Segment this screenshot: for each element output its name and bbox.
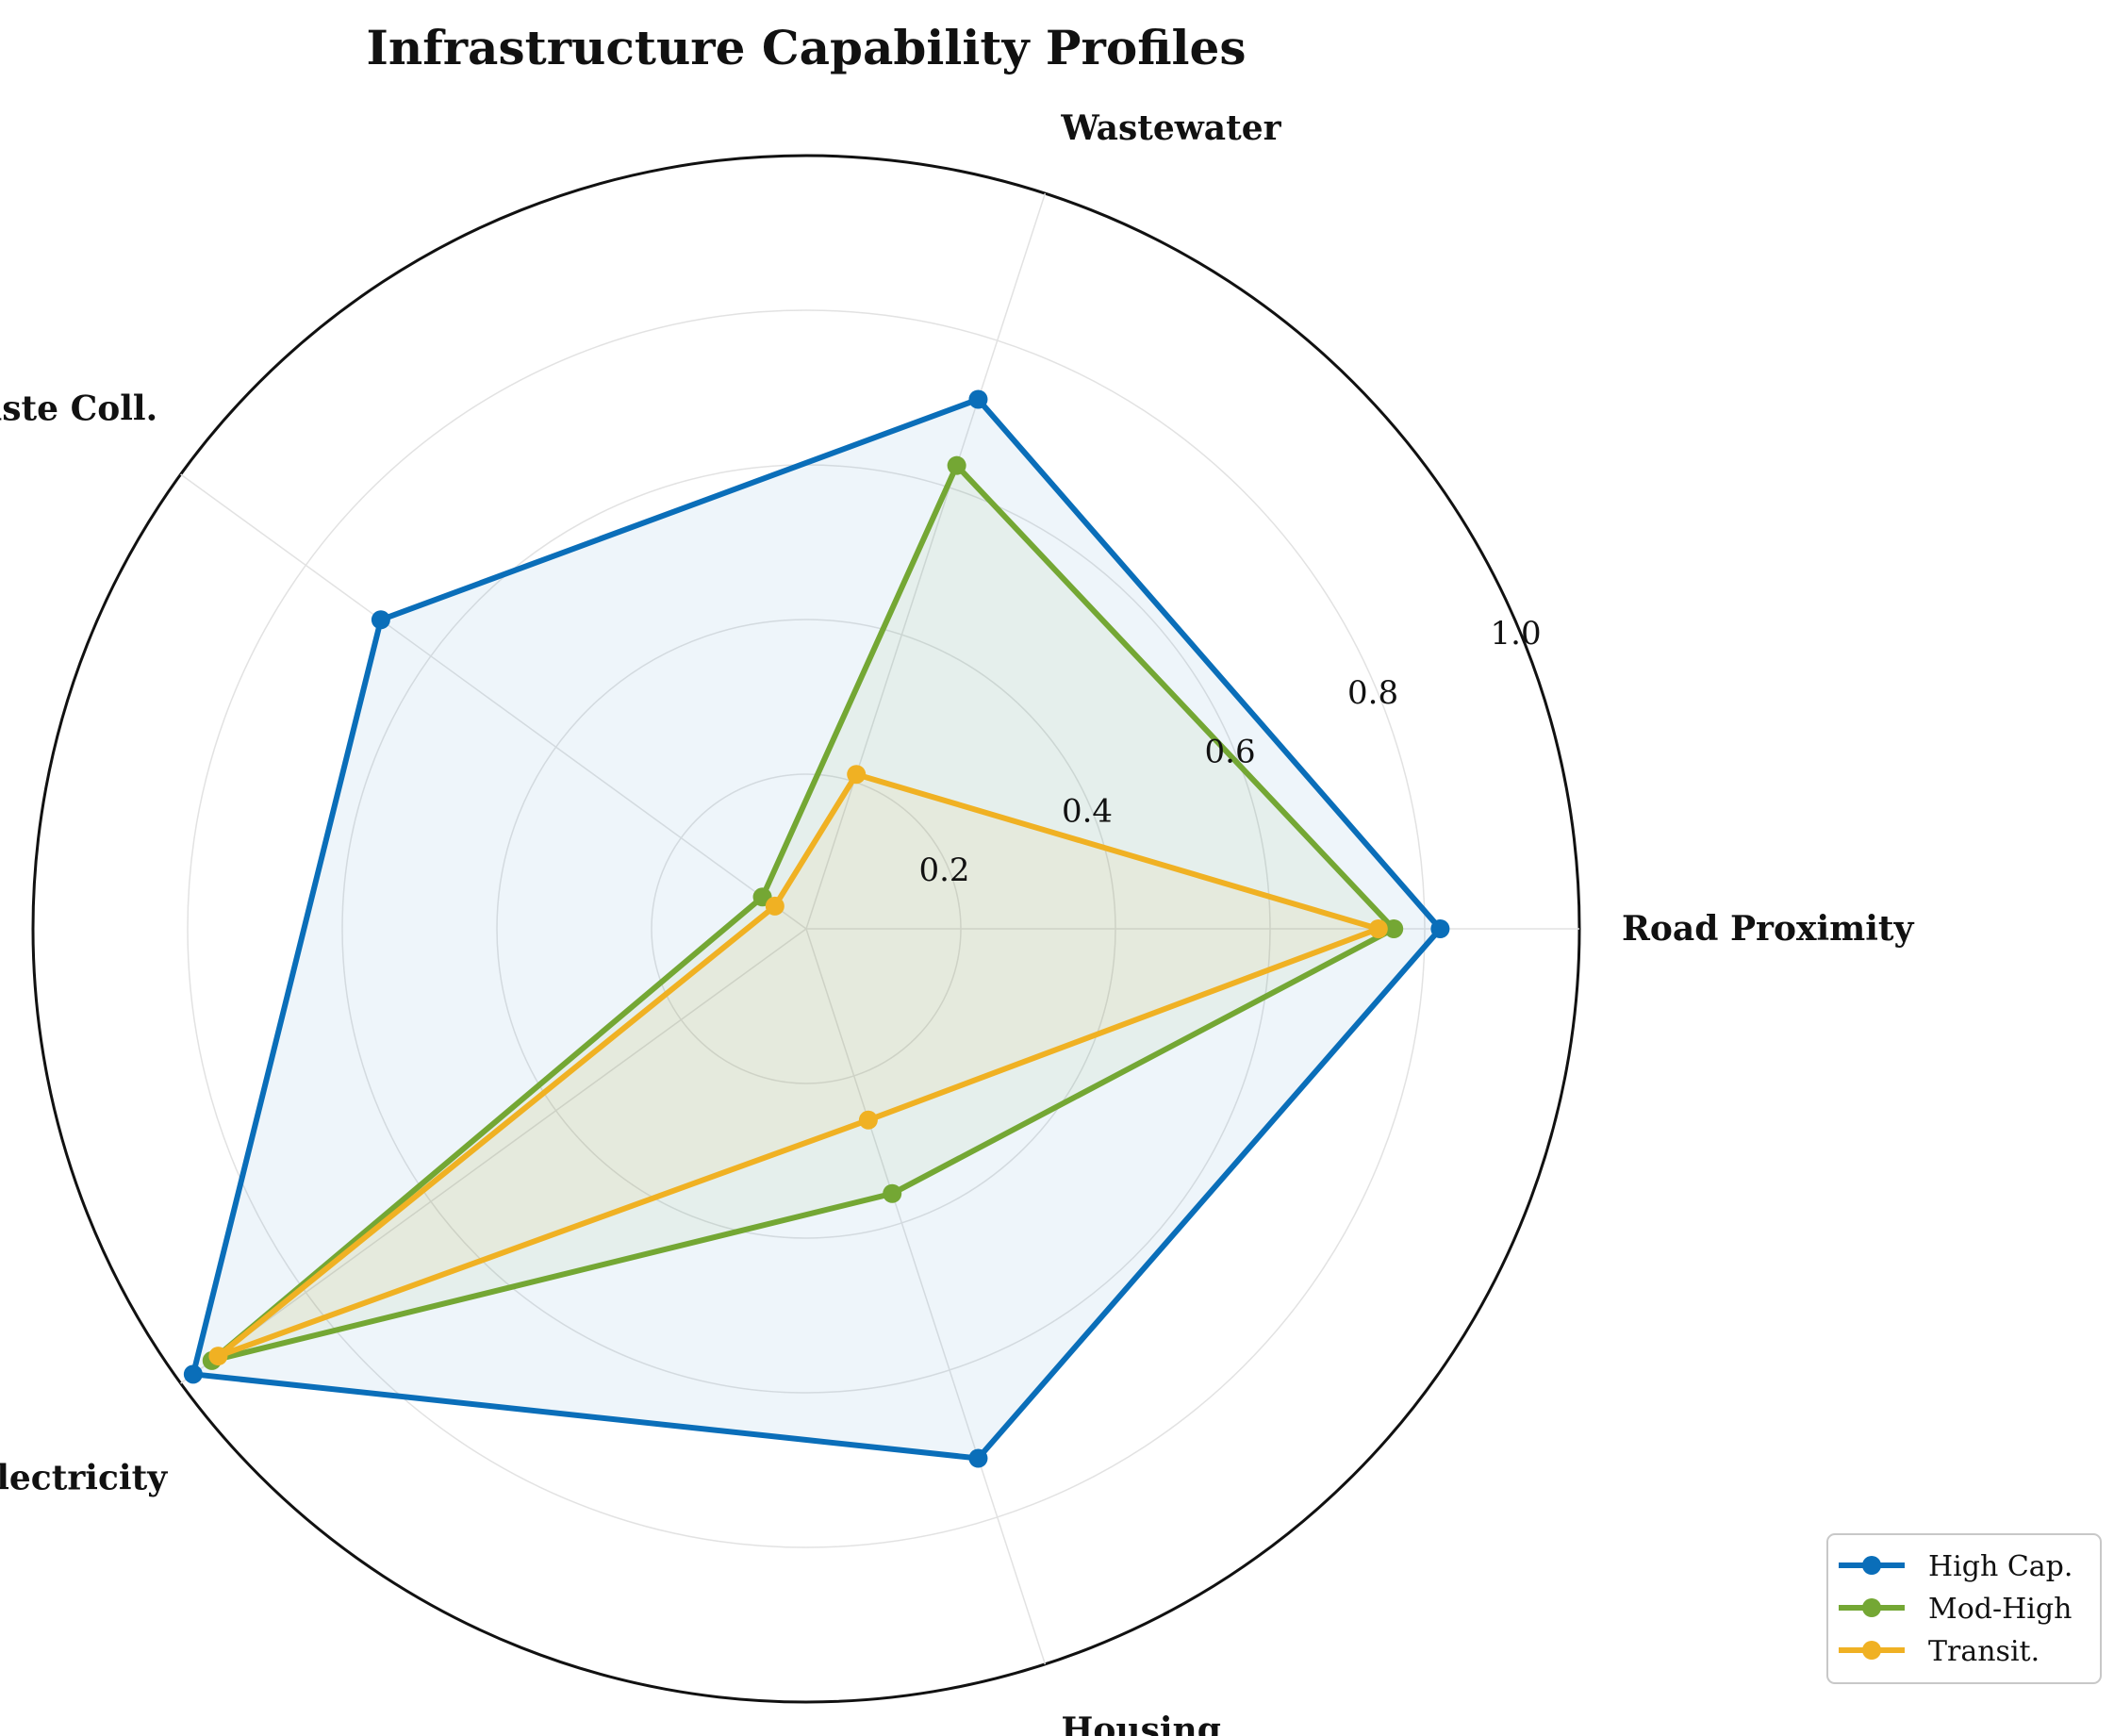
axis-label: Electricity [0,1458,168,1497]
series-point [371,610,390,630]
radar-series [183,389,1450,1468]
r-tick-label: 1.0 [1491,615,1542,653]
axis-label: Wastewater [1060,108,1281,148]
series-area [218,774,1379,1357]
series-point [858,1110,878,1130]
series-point [183,1364,203,1384]
axis-label: Waste Coll. [0,389,157,429]
radar-grid [31,154,1581,1704]
radar-labels: 0.2 0.4 0.6 0.8 1.0 Road Proximity Wastewater W… [0,108,1915,1736]
r-tick-label: 0.8 [1347,674,1398,712]
chart-title: Infrastructure Capability Profiles [366,20,1246,75]
r-tick-label: 0.6 [1205,734,1256,771]
series-line [190,396,1444,1462]
grid-spoke [180,928,807,1384]
legend-marker [1862,1556,1881,1575]
series-area [211,465,1395,1361]
series-point [1368,919,1388,938]
series-point [1384,919,1404,938]
series-line [208,462,1397,1364]
legend-label: High Cap. [1928,1550,2073,1583]
series-point [847,765,867,785]
axis-label: Housing [1061,1711,1221,1736]
series-point [1430,919,1450,938]
legend: High Cap. Mod-High Transit. [1826,1533,2102,1684]
series-point [883,1183,902,1203]
legend-marker [1862,1641,1881,1660]
series-point [765,896,784,916]
legend-label: Transit. [1928,1635,2040,1668]
axis-label: Road Proximity [1622,909,1915,949]
series-point [968,389,988,409]
series-area [192,399,1441,1459]
series-point [968,1448,988,1468]
legend-marker [1862,1598,1881,1617]
r-tick-label: 0.4 [1062,792,1113,830]
series-point [947,455,966,475]
grid-spoke [180,473,807,930]
series-line [215,771,1381,1360]
legend-label: Mod-High [1928,1593,2072,1626]
r-tick-label: 0.2 [918,851,969,889]
grid-spoke [805,192,1047,930]
legend-frame [1826,1533,2102,1684]
grid-spoke [805,928,1047,1665]
series-point [208,1347,228,1366]
